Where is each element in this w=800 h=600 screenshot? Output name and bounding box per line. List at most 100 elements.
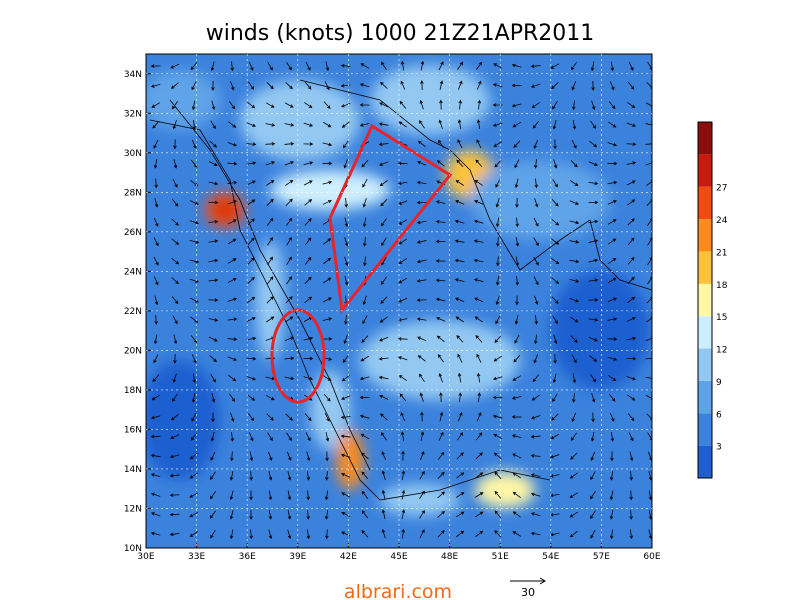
wind-vector <box>344 276 349 286</box>
wind-vector <box>381 528 386 539</box>
wind-vector <box>454 258 465 263</box>
wind-vector <box>627 237 635 246</box>
wind-vector <box>457 412 463 422</box>
wind-vector <box>210 432 215 442</box>
wind-vector <box>514 159 520 169</box>
wind-vector <box>153 354 159 364</box>
wind-vector <box>208 298 219 302</box>
wind-vector <box>285 413 293 421</box>
wind-vector <box>323 393 331 402</box>
wind-vector <box>378 142 389 147</box>
wind-vector <box>435 259 446 263</box>
wind-vector <box>341 395 351 400</box>
wind-vector <box>398 258 407 265</box>
wind-vector <box>150 492 161 497</box>
wind-vector <box>340 63 351 68</box>
wind-vector <box>172 178 178 188</box>
wind-vector <box>266 82 274 90</box>
wind-vector <box>609 470 614 481</box>
wind-vector <box>569 511 578 518</box>
wind-vector <box>208 220 219 224</box>
lat-label: 34N <box>124 70 142 80</box>
wind-vector <box>549 474 560 478</box>
colorbar-segment <box>698 413 712 446</box>
wind-vector <box>454 239 465 243</box>
wind-vector <box>607 180 618 185</box>
wind-vector <box>268 510 273 520</box>
wind-vector <box>153 256 159 266</box>
wind-field <box>146 54 652 548</box>
wind-vector <box>610 451 614 462</box>
wind-vector <box>645 376 652 381</box>
wind-vector <box>211 393 216 403</box>
wind-vector <box>362 295 367 306</box>
wind-vector <box>154 295 159 306</box>
wind-vector <box>230 451 234 462</box>
wind-vector <box>512 453 522 459</box>
wind-vector <box>626 356 637 361</box>
wind-vector <box>569 297 579 303</box>
wind-vector <box>492 103 503 107</box>
wind-vector <box>397 161 408 166</box>
wind-vector <box>380 81 388 89</box>
wind-vector <box>437 491 446 499</box>
wind-vector <box>150 473 161 478</box>
wind-vector <box>588 278 599 282</box>
wind-vector <box>227 161 238 166</box>
wind-vector <box>512 511 521 518</box>
wind-vector <box>496 236 500 247</box>
wind-vector <box>304 276 312 285</box>
wind-vector <box>515 197 519 208</box>
wind-vector <box>246 317 256 322</box>
wind-vector <box>495 198 500 208</box>
wind-vector <box>248 61 254 71</box>
wind-vector <box>530 454 541 458</box>
wind-vector <box>492 83 503 88</box>
wind-vector <box>192 373 197 384</box>
wind-vector <box>533 158 538 169</box>
wind-vector <box>609 412 615 422</box>
wind-vector <box>359 83 370 88</box>
wind-vector <box>265 142 276 146</box>
wind-vector <box>380 198 388 207</box>
wind-vector <box>246 356 257 361</box>
wind-vector <box>230 431 235 442</box>
lon-label: 33E <box>188 552 205 562</box>
wind-vector <box>569 472 578 479</box>
wind-vector <box>549 454 560 459</box>
wind-vector <box>533 334 538 345</box>
wind-vector <box>400 431 405 442</box>
wind-vector <box>303 122 314 127</box>
wind-vector <box>229 393 236 402</box>
wind-vector <box>590 432 595 442</box>
wind-vector <box>458 99 463 110</box>
wind-vector <box>268 471 273 481</box>
wind-vector <box>495 178 501 188</box>
wind-vector <box>552 393 558 403</box>
wind-vector <box>457 353 463 363</box>
wind-vector <box>572 392 576 403</box>
wind-vector <box>438 372 443 383</box>
wind-vector <box>359 376 370 381</box>
wind-vector <box>401 528 406 539</box>
wind-vector <box>515 217 520 228</box>
wind-vector <box>456 472 465 479</box>
wind-vector <box>397 318 408 322</box>
wind-vector <box>590 491 596 500</box>
wind-vector <box>570 432 577 441</box>
wind-vector <box>590 61 595 72</box>
wind-vector <box>416 298 427 302</box>
wind-vector <box>590 374 597 383</box>
colorbar-frame <box>697 121 713 479</box>
wind-vector <box>572 120 577 130</box>
wind-vector <box>590 120 597 129</box>
wind-vector <box>626 376 637 381</box>
wind-vector <box>249 490 253 501</box>
wind-vector <box>171 257 180 265</box>
wind-vector <box>648 490 652 501</box>
wind-vector <box>553 353 557 364</box>
wind-vector <box>172 373 177 384</box>
wind-vector <box>419 392 424 402</box>
wind-vector <box>627 256 635 265</box>
wind-vector <box>324 81 330 91</box>
